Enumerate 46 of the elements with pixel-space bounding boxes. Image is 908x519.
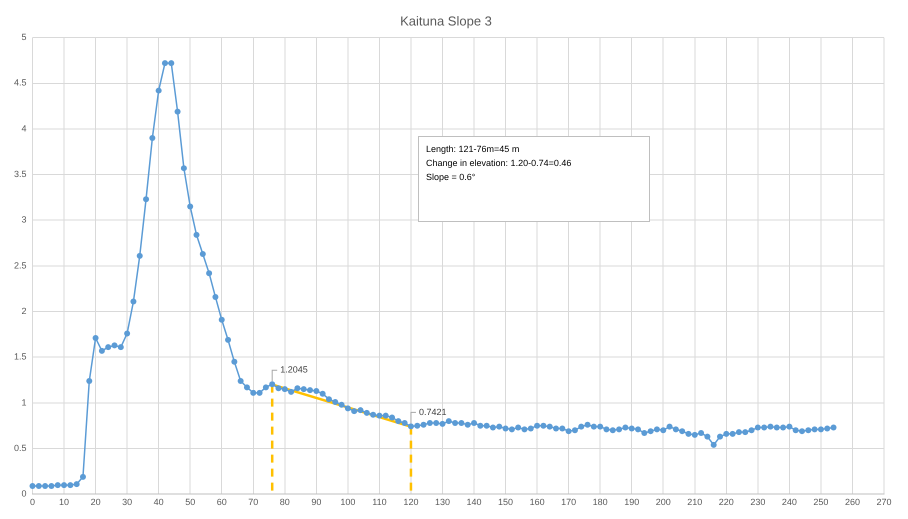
x-tick-label: 20 xyxy=(90,497,101,508)
y-tick-label: 3.5 xyxy=(14,169,27,180)
x-tick-label: 230 xyxy=(750,497,766,508)
x-tick-label: 40 xyxy=(154,497,164,508)
y-tick-label: 0 xyxy=(21,488,27,499)
x-tick-label: 160 xyxy=(530,497,545,508)
x-tick-label: 0 xyxy=(30,497,36,508)
annotation: Slope = 0.6° xyxy=(426,171,476,184)
x-tick-label: 240 xyxy=(782,497,797,508)
y-tick-label: 1 xyxy=(21,397,27,408)
x-tick-label: 200 xyxy=(656,497,671,508)
x-tick-label: 130 xyxy=(434,497,450,508)
y-tick-label: 4 xyxy=(21,123,27,134)
x-tick-label: 210 xyxy=(687,497,702,508)
x-tick-label: 50 xyxy=(185,497,196,508)
x-tick-label: 250 xyxy=(813,497,828,508)
x-tick-label: 140 xyxy=(466,497,482,508)
y-tick-label: 2 xyxy=(21,306,27,316)
x-tick-label: 270 xyxy=(876,497,892,508)
x-tick-label: 190 xyxy=(624,497,640,508)
data-label: 1.2045 xyxy=(280,364,308,375)
x-tick-label: 120 xyxy=(403,497,418,508)
x-tick-label: 260 xyxy=(844,497,860,508)
x-tick-label: 150 xyxy=(498,497,514,508)
y-tick-label: 5 xyxy=(21,32,27,42)
y-tick-label: 2.5 xyxy=(14,260,27,270)
annotation: Length: 121-76m=45 m xyxy=(426,143,520,156)
y-tick-label: 0.5 xyxy=(14,443,27,454)
x-tick-label: 30 xyxy=(122,497,132,508)
x-tick-label: 10 xyxy=(59,497,70,508)
x-tick-label: 170 xyxy=(561,497,576,508)
y-tick-label: 4.5 xyxy=(14,78,27,88)
x-tick-label: 60 xyxy=(216,497,227,508)
x-tick-label: 80 xyxy=(280,497,290,508)
x-tick-label: 70 xyxy=(248,497,258,508)
x-tick-label: 110 xyxy=(372,497,387,508)
y-tick-label: 1.5 xyxy=(14,352,27,362)
x-tick-label: 100 xyxy=(340,497,356,508)
x-tick-label: 90 xyxy=(311,497,322,508)
annotation: Change in elevation: 1.20-0.74=0.46 xyxy=(426,157,572,170)
data-label: 0.7421 xyxy=(418,406,446,417)
y-tick-label: 3 xyxy=(21,214,27,225)
note-box: Length: 121-76m=45 m Change in elevation: 1.20-0.74=0.46 Slope = 0.6° xyxy=(418,136,650,222)
x-tick-label: 180 xyxy=(592,497,608,508)
x-tick-label: 220 xyxy=(718,497,734,508)
chart-title: Kaituna Slope 3 xyxy=(400,13,492,28)
